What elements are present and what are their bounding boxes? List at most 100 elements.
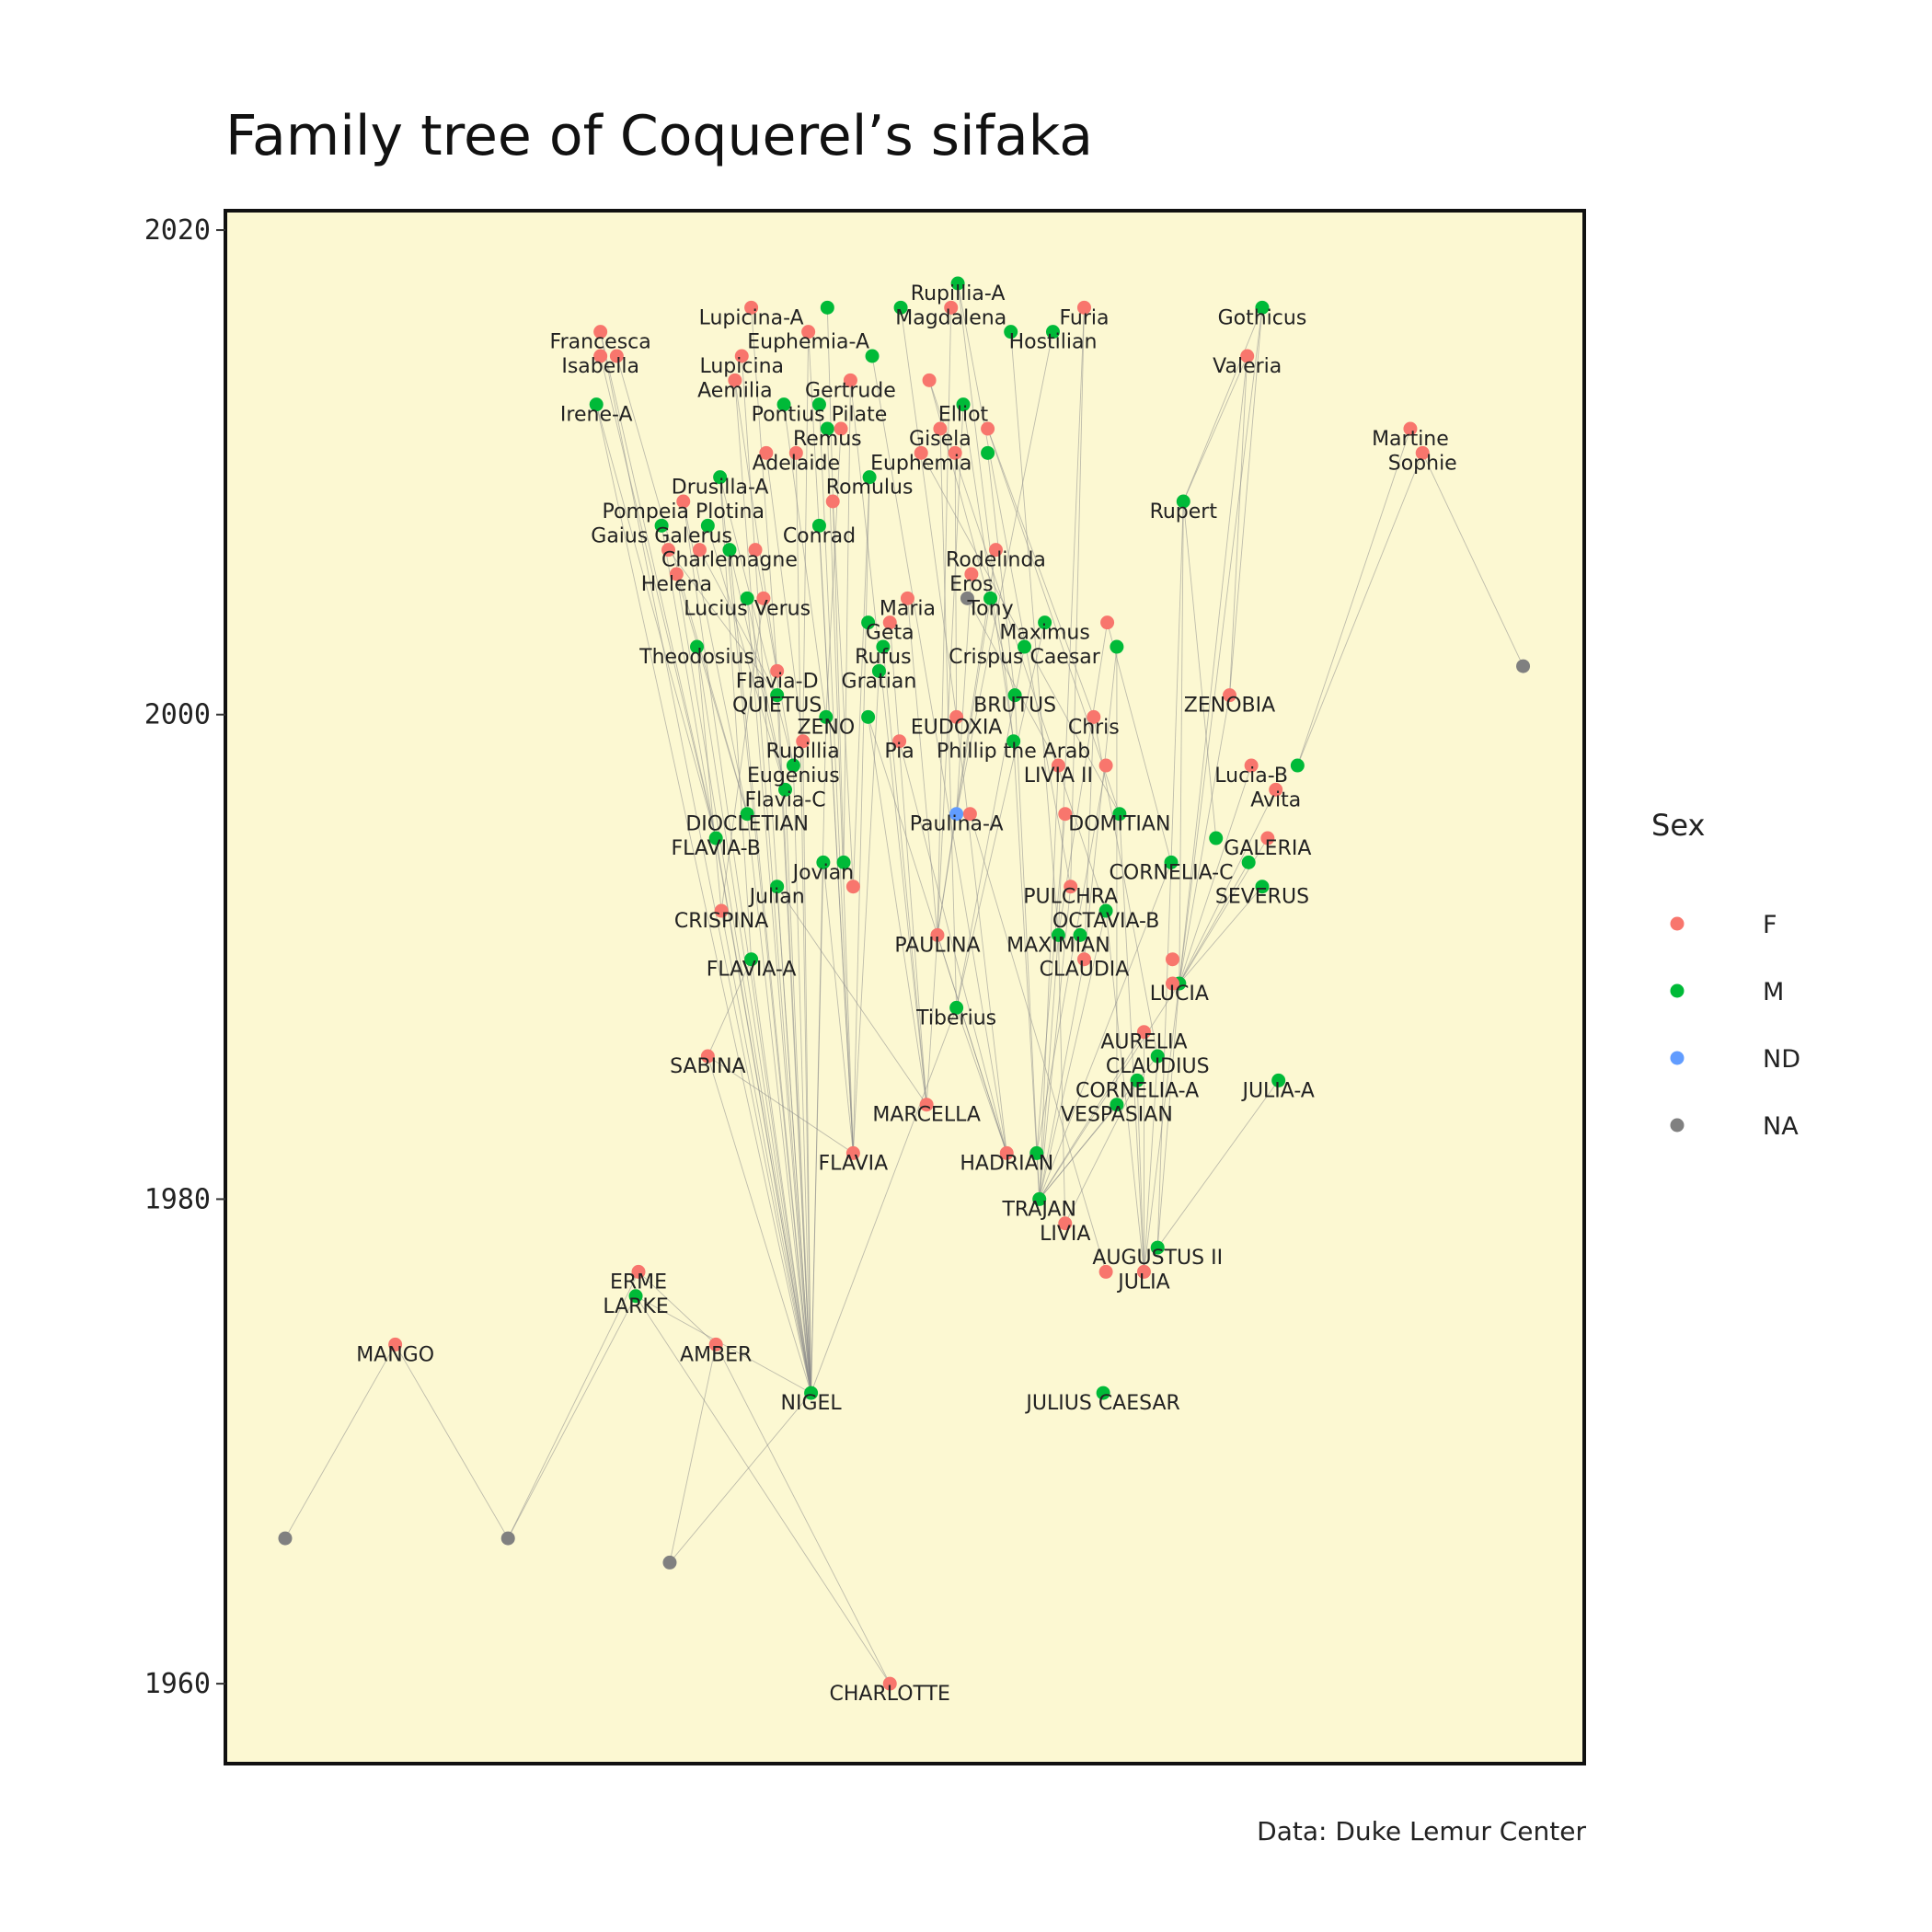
node-pompeia_plotina (676, 494, 691, 509)
edge-flavia-gratian (852, 671, 880, 1154)
edge-tiberius-crispus_caesar (956, 646, 1025, 1008)
edge-nigel-crispina (720, 910, 812, 1394)
node-label-pulchra: PULCHRA (1023, 886, 1118, 909)
node-eugenius (786, 758, 800, 773)
node-label-rufus: Rufus (855, 646, 911, 669)
node-label-maria: Maria (880, 597, 936, 620)
node-label-rupert: Rupert (1150, 500, 1218, 523)
edge-julia-domitian (1119, 813, 1144, 1272)
node-jovian (816, 855, 831, 869)
edge-octavia_b-gertrude_f (928, 380, 1107, 912)
node-paulina_a_f (962, 807, 977, 822)
edge-pulchra-furia (1070, 307, 1085, 887)
node-label-lucius_verus: Lucius Verus (684, 597, 811, 620)
node-label-claudius: CLAUDIUS (1106, 1055, 1210, 1078)
node-phillip (1006, 734, 1021, 749)
node-domitian_f (1058, 807, 1073, 822)
node-elliot (956, 397, 971, 412)
node-gothicus (1255, 300, 1270, 315)
node-label-aurelia: AURELIA (1100, 1031, 1187, 1054)
node-livia_ii (1051, 758, 1065, 773)
node-cornelia_c_m (1241, 855, 1256, 869)
node-label-romulus: Romulus (826, 477, 914, 500)
legend-key-F (1670, 916, 1685, 931)
edge-zenobia-valeria (1229, 355, 1248, 696)
node-pulchra (1064, 880, 1078, 894)
node-charle_f1 (661, 543, 676, 558)
node-maximian_m (1073, 927, 1087, 942)
edge-trajan-octavia_b (1039, 910, 1107, 1200)
edge-flavia_b-isabella (600, 355, 717, 839)
node-pia (892, 734, 907, 749)
legend-label-NA: NA (1763, 1112, 1799, 1141)
node-label-phillip: Phillip the Arab (937, 741, 1090, 764)
legend-key-M (1670, 983, 1685, 998)
edge-sabina-flavia_a (707, 959, 753, 1057)
y-axis: 1960 1980 2000 2020 (144, 214, 225, 1700)
node-gisela (933, 421, 948, 436)
node-label-cornelia_a: CORNELIA-A (1075, 1079, 1199, 1102)
node-label-irene_a: Irene-A (560, 404, 633, 427)
node-label-mango: MANGO (356, 1343, 434, 1366)
edge-trajan-aurelia (1039, 1031, 1144, 1200)
edge-trajan-vespasian (1039, 1104, 1118, 1200)
node-conrad (811, 518, 826, 533)
edge-nigel-gaius_galerus (661, 525, 812, 1394)
edge-maximian-hostilian_m (1010, 331, 1059, 936)
edge-phillip-rupillia_a (957, 282, 1015, 742)
edge-julia-cornelia_a (1136, 1080, 1144, 1272)
edge-nigel-flavia_c (785, 789, 812, 1394)
node-lupicina_a_m (820, 300, 834, 315)
edge-quietus-charle_f1 (668, 549, 778, 696)
edge-tiberius-gisela (939, 428, 958, 1008)
node-eros (964, 567, 979, 581)
edge-chris-gisela_f (987, 428, 1095, 718)
edge-quietus-charle_f2 (699, 549, 778, 696)
node-label-julius_caesar: JULIUS CAESAR (1024, 1392, 1179, 1415)
node-irene_a (589, 397, 604, 412)
node-euphemia_m (981, 445, 995, 460)
edge-flavia_d-aemilia (734, 380, 778, 672)
node-maximus_f (1100, 615, 1115, 630)
edge-trajan-cornelia_c (1039, 862, 1172, 1200)
node-rupillia (796, 734, 811, 749)
node-label-julia_a: JULIA-A (1240, 1079, 1314, 1102)
y-tick-label-2020: 2020 (144, 214, 211, 247)
node-cornelia_c (1164, 855, 1179, 869)
node-claudius (1150, 1049, 1165, 1064)
node-label-gaius_galerus: Gaius Galerus (591, 524, 732, 547)
node-label-drusilla_a: Drusilla-A (672, 477, 769, 500)
node-label-octavia_b: OCTAVIA-B (1052, 910, 1159, 933)
node-brutus (1007, 688, 1022, 703)
edge-flavia-romulus (852, 477, 870, 1154)
edge-nigel-theodosius (696, 646, 812, 1394)
node-label-rupillia_a: Rupillia-A (911, 282, 1006, 305)
node-pontius_pilate (811, 397, 826, 412)
node-pompeia_f (825, 494, 840, 509)
node-label-crispina: CRISPINA (674, 910, 768, 933)
node-lupicina_a (744, 300, 759, 315)
edge-hadrian-tiberius (956, 1007, 1007, 1154)
edge-na3-nigel (669, 1392, 811, 1563)
node-mango (388, 1337, 403, 1351)
edge-nigel-irene_a (595, 404, 812, 1394)
edge-crispina-lucius_f (720, 598, 765, 912)
edge-flavia_c-lucius_verus (746, 598, 786, 790)
node-label-pompeia_plotina: Pompeia Plotina (603, 500, 765, 523)
node-francesca (593, 325, 608, 339)
node-label-francesca: Francesca (550, 331, 651, 354)
node-label-domitian: DOMITIAN (1068, 813, 1170, 836)
node-label-crispus_caesar: Crispus Caesar (949, 646, 1101, 669)
node-lucius_verus (740, 591, 754, 605)
edge-livia_ii-tony_na (967, 598, 1059, 766)
node-julia_f (1098, 1264, 1113, 1279)
edge-lucia-severus (1179, 886, 1263, 984)
node-quietus (770, 688, 785, 703)
node-label-tony: Tony (966, 597, 1013, 620)
edge-flavia_c-gaius_m (707, 525, 786, 790)
edge-hadrian-pia (899, 741, 1007, 1154)
node-julia (1136, 1264, 1151, 1279)
node-label-helena: Helena (641, 573, 712, 596)
edge-paulina-maria (907, 598, 938, 936)
node-charlemagne (722, 543, 737, 558)
